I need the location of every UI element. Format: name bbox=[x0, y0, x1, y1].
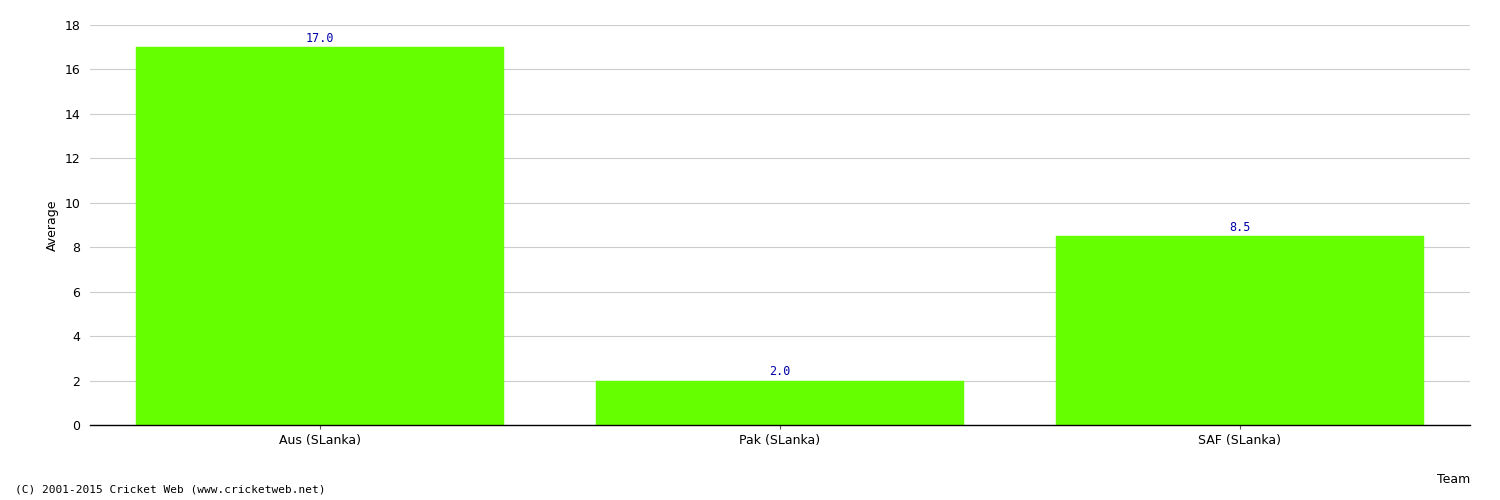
Text: 8.5: 8.5 bbox=[1230, 221, 1251, 234]
Text: 17.0: 17.0 bbox=[306, 32, 334, 45]
Text: 2.0: 2.0 bbox=[770, 366, 790, 378]
Text: (C) 2001-2015 Cricket Web (www.cricketweb.net): (C) 2001-2015 Cricket Web (www.cricketwe… bbox=[15, 485, 326, 495]
Y-axis label: Average: Average bbox=[46, 199, 58, 251]
Bar bbox=[1056, 236, 1424, 425]
Text: Team: Team bbox=[1437, 473, 1470, 486]
Bar bbox=[596, 380, 964, 425]
Bar bbox=[136, 47, 504, 425]
